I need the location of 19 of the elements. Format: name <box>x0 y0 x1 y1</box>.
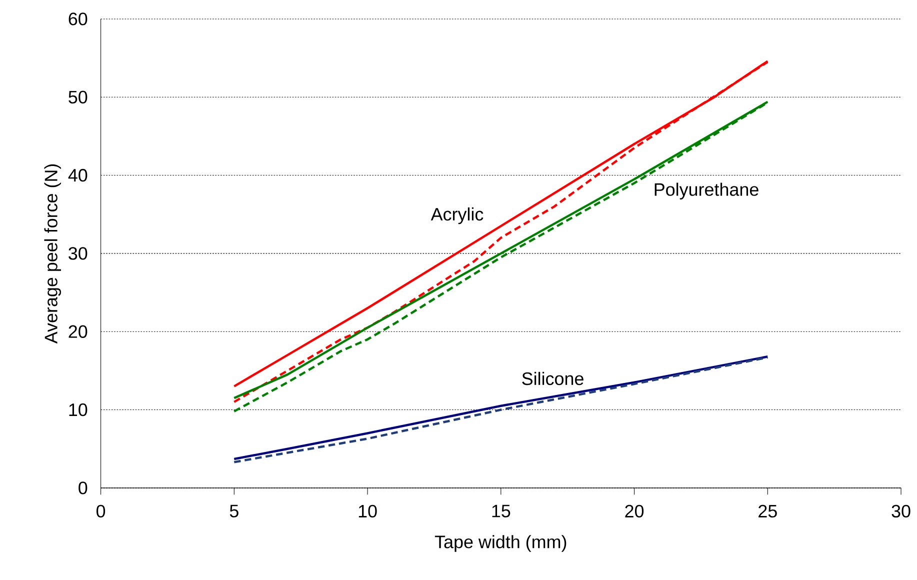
y-tick-label: 50 <box>68 90 88 104</box>
x-tick-label: 25 <box>758 504 777 518</box>
series-label: Polyurethane <box>654 182 758 200</box>
x-tick-label: 0 <box>96 504 106 518</box>
y-tick-label: 10 <box>69 404 88 416</box>
series-label: Silicone <box>522 372 584 386</box>
x-tick-label: 5 <box>230 504 238 518</box>
y-axis-title: Average peel force (N) <box>44 164 61 344</box>
x-axis-title: Tape width (mm) <box>434 535 566 552</box>
x-tick-label: 20 <box>625 504 644 518</box>
y-tick-label: 40 <box>68 169 88 182</box>
x-tick-label: 30 <box>892 504 910 518</box>
y-tick-label: 20 <box>68 325 88 338</box>
y-tick-label: 60 <box>68 12 88 26</box>
y-tick-label: 0 <box>78 482 88 494</box>
series-label: Acrylic <box>430 208 484 224</box>
x-tick-label: 10 <box>358 504 377 518</box>
y-tick-label: 30 <box>68 247 88 260</box>
x-tick-label: 15 <box>492 504 510 518</box>
